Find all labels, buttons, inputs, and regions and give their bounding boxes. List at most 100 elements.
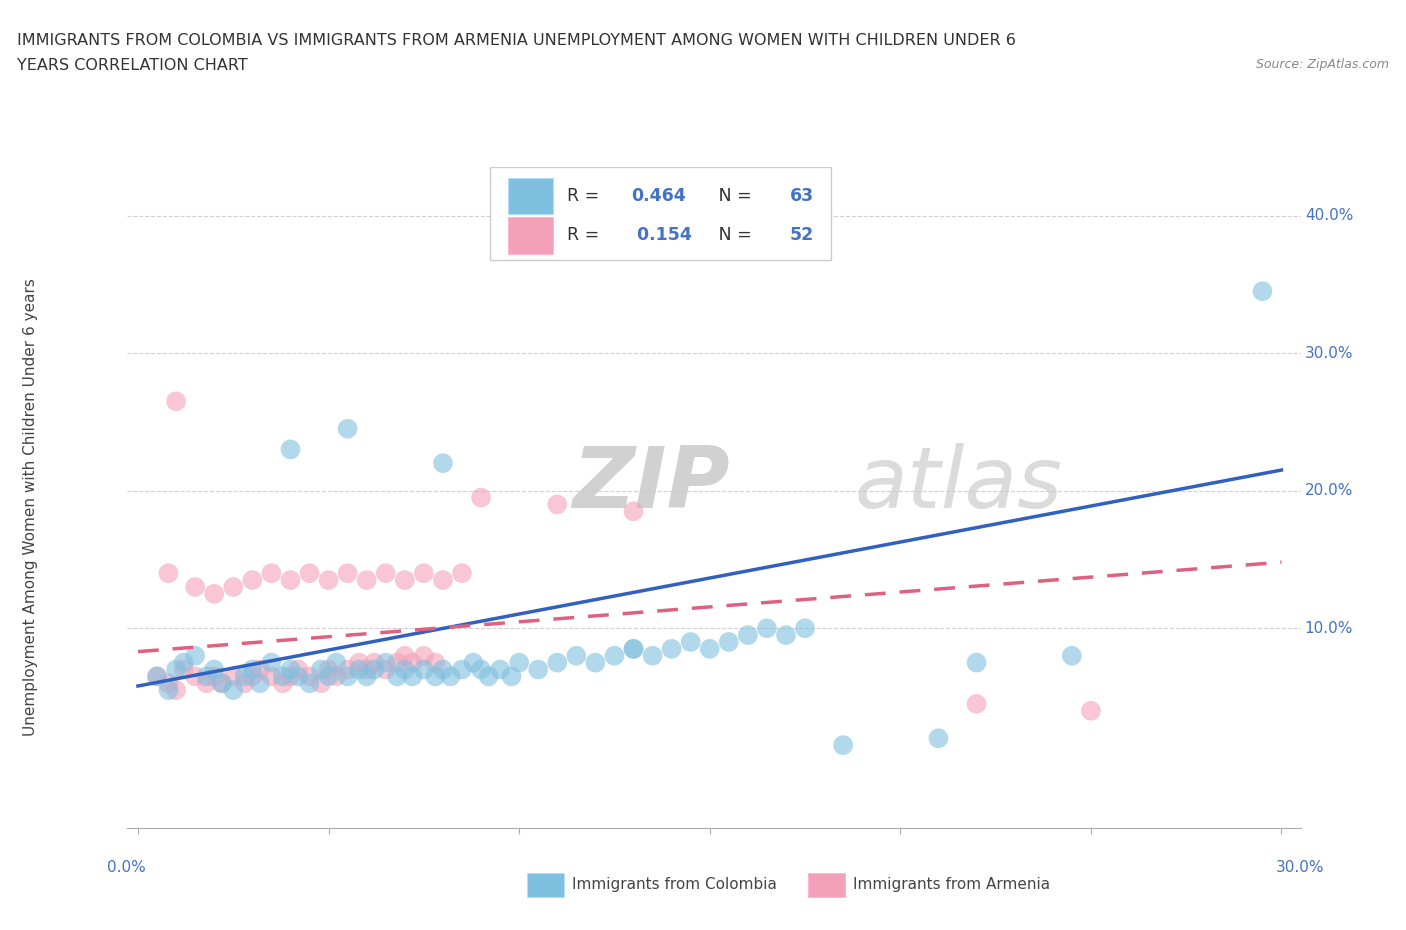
Point xyxy=(309,676,332,691)
Point xyxy=(737,628,759,643)
Point xyxy=(717,634,740,649)
Point xyxy=(184,579,207,594)
Point xyxy=(401,669,423,684)
Point xyxy=(318,662,340,677)
Point xyxy=(195,676,218,691)
Point xyxy=(287,662,309,677)
Point xyxy=(699,642,721,657)
Point xyxy=(832,737,855,752)
Point xyxy=(146,669,169,684)
Point xyxy=(508,656,530,671)
Point xyxy=(1080,703,1102,718)
Point xyxy=(527,662,550,677)
Point xyxy=(211,676,233,691)
Point xyxy=(298,676,321,691)
Point xyxy=(157,676,180,691)
Point xyxy=(546,656,568,671)
Point xyxy=(374,662,396,677)
Text: R =: R = xyxy=(567,187,605,205)
Point xyxy=(165,683,187,698)
Point xyxy=(794,621,817,636)
Point xyxy=(195,669,218,684)
Point xyxy=(280,442,302,457)
Point xyxy=(565,648,588,663)
FancyBboxPatch shape xyxy=(508,218,553,254)
Point xyxy=(173,662,195,677)
Point xyxy=(623,642,645,657)
Point xyxy=(202,662,225,677)
Text: atlas: atlas xyxy=(855,443,1063,525)
Text: N =: N = xyxy=(702,226,756,245)
Point xyxy=(623,504,645,519)
Text: Source: ZipAtlas.com: Source: ZipAtlas.com xyxy=(1256,58,1389,71)
Point xyxy=(425,669,447,684)
Point xyxy=(184,648,207,663)
Point xyxy=(184,669,207,684)
Point xyxy=(233,676,256,691)
Point xyxy=(173,656,195,671)
Point xyxy=(412,565,434,580)
Point xyxy=(439,669,461,684)
Point xyxy=(374,565,396,580)
Point xyxy=(336,669,359,684)
Point xyxy=(222,579,245,594)
Point xyxy=(157,565,180,580)
Text: 20.0%: 20.0% xyxy=(1305,484,1353,498)
Text: IMMIGRANTS FROM COLOMBIA VS IMMIGRANTS FROM ARMENIA UNEMPLOYMENT AMONG WOMEN WIT: IMMIGRANTS FROM COLOMBIA VS IMMIGRANTS F… xyxy=(17,33,1015,47)
Point xyxy=(394,662,416,677)
Point xyxy=(385,656,408,671)
Point xyxy=(927,731,949,746)
Text: 30.0%: 30.0% xyxy=(1277,860,1324,875)
FancyBboxPatch shape xyxy=(508,178,553,214)
Point xyxy=(157,683,180,698)
Point xyxy=(280,662,302,677)
Point xyxy=(412,662,434,677)
Text: 0.0%: 0.0% xyxy=(107,860,146,875)
Point xyxy=(470,490,492,505)
Point xyxy=(271,669,294,684)
Text: 52: 52 xyxy=(790,226,814,245)
Point xyxy=(1060,648,1083,663)
Point xyxy=(240,573,263,588)
Point xyxy=(1251,284,1274,299)
Point xyxy=(679,634,702,649)
Point xyxy=(425,656,447,671)
Point xyxy=(412,648,434,663)
Point xyxy=(583,656,606,671)
Point xyxy=(374,656,396,671)
Point xyxy=(318,669,340,684)
Point xyxy=(165,662,187,677)
Point xyxy=(309,662,332,677)
Point xyxy=(401,656,423,671)
Point xyxy=(394,573,416,588)
Text: 10.0%: 10.0% xyxy=(1305,620,1353,636)
Point xyxy=(432,456,454,471)
Point xyxy=(233,669,256,684)
Point xyxy=(347,656,370,671)
Point xyxy=(211,676,233,691)
Point xyxy=(249,662,271,677)
Point xyxy=(470,662,492,677)
Point xyxy=(501,669,523,684)
Point xyxy=(325,656,347,671)
Point xyxy=(661,642,683,657)
Text: N =: N = xyxy=(702,187,756,205)
Point xyxy=(432,662,454,677)
Text: 63: 63 xyxy=(790,187,814,205)
Point xyxy=(146,669,169,684)
Point xyxy=(489,662,512,677)
Point xyxy=(755,621,778,636)
Point xyxy=(394,648,416,663)
Point xyxy=(249,676,271,691)
Point xyxy=(363,656,385,671)
Point xyxy=(287,669,309,684)
Point xyxy=(280,669,302,684)
Point xyxy=(451,662,474,677)
Point xyxy=(385,669,408,684)
Text: 0.464: 0.464 xyxy=(631,187,686,205)
Point xyxy=(356,662,378,677)
Point xyxy=(451,565,474,580)
Point xyxy=(463,656,485,671)
Point xyxy=(202,669,225,684)
Point xyxy=(336,421,359,436)
